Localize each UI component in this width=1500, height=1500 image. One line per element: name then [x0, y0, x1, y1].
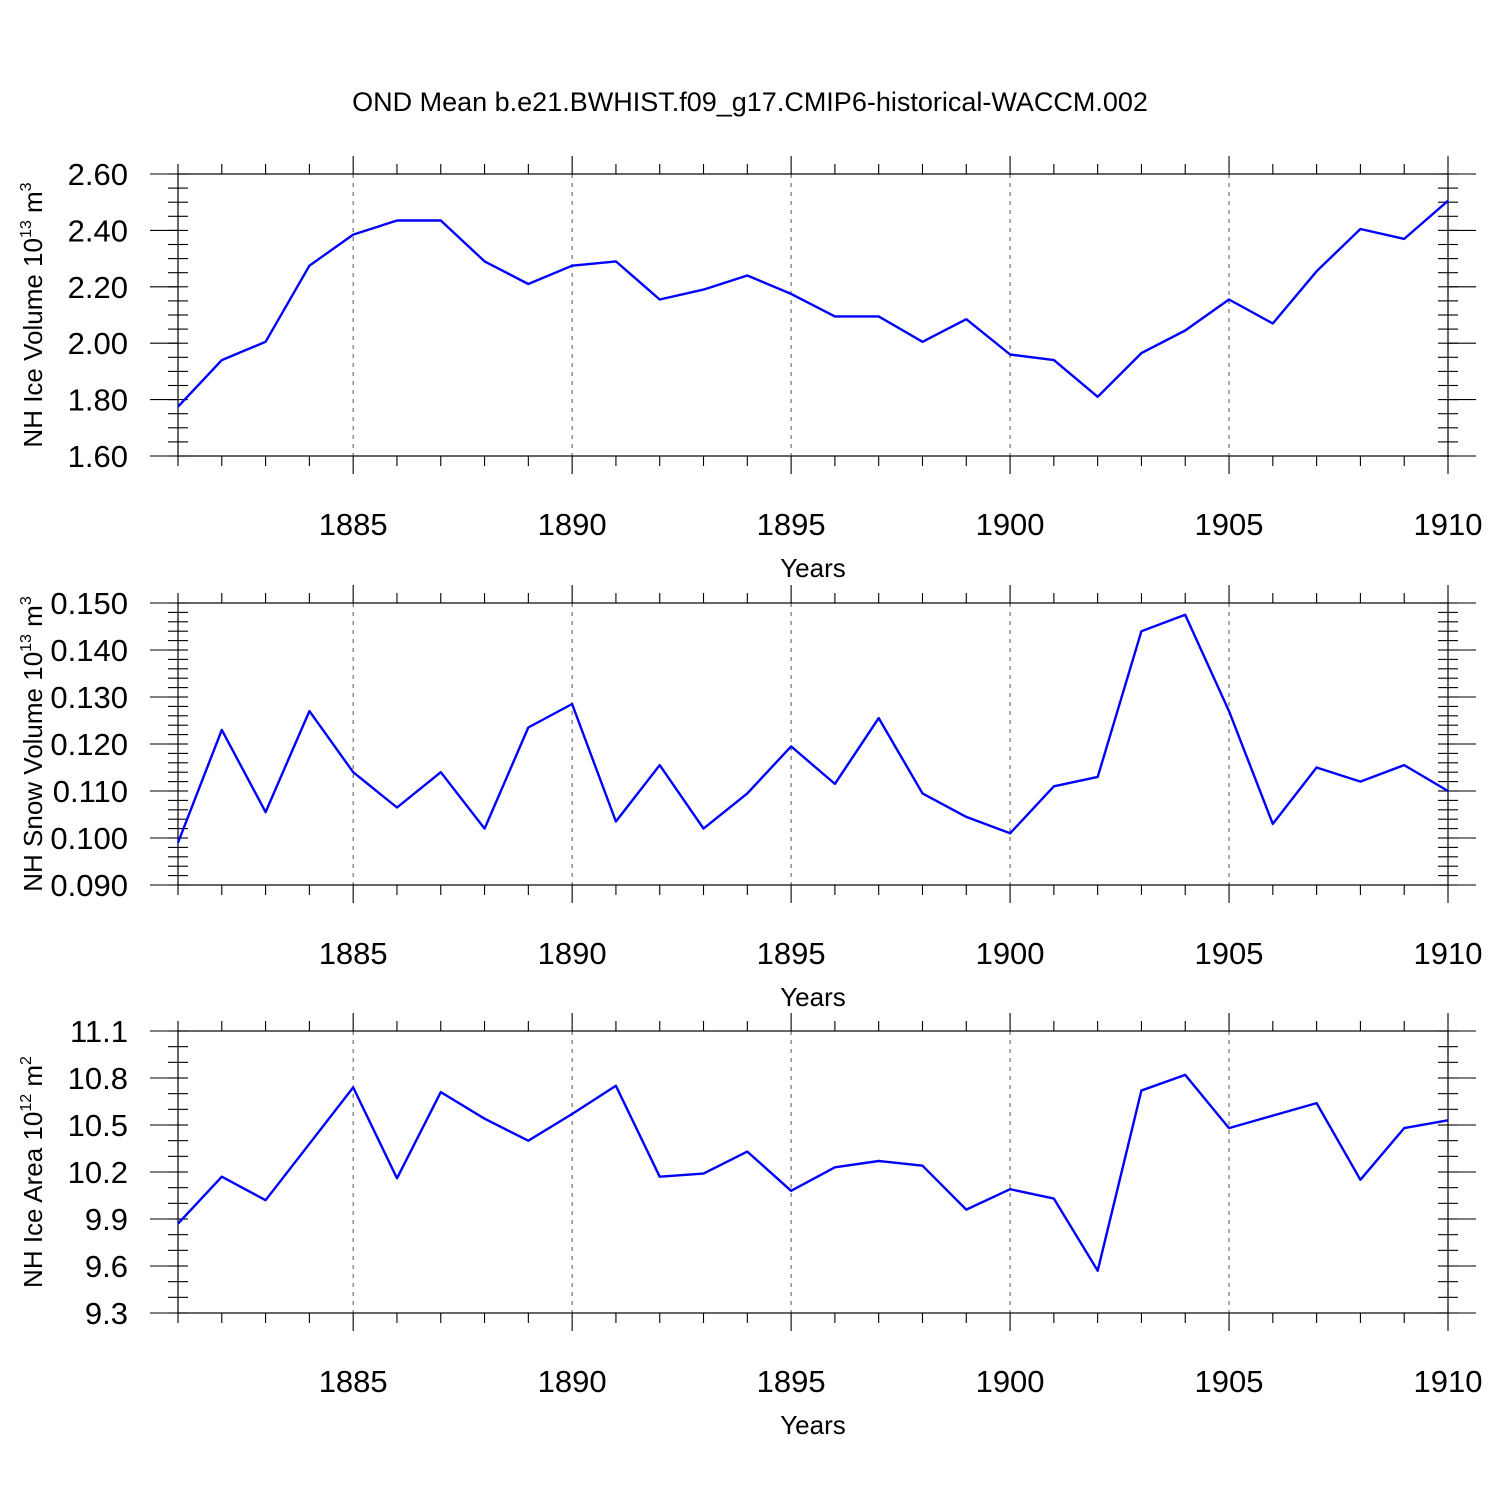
x-axis-label: Years	[780, 982, 846, 1012]
x-tick-label: 1895	[757, 936, 826, 971]
y-axis-label: NH Ice Area 1012 m2	[18, 1056, 48, 1288]
x-tick-label: 1910	[1414, 1364, 1483, 1399]
x-tick-label: 1905	[1195, 936, 1264, 971]
y-tick-label: 9.9	[85, 1202, 128, 1237]
y-axis-label-part: NH Snow Volume 10	[18, 652, 48, 892]
y-axis-label-part: NH Ice Area 10	[18, 1112, 48, 1288]
x-tick-label: 1905	[1195, 1364, 1264, 1399]
y-axis-label-superscript: 13	[18, 220, 35, 238]
y-tick-label: 9.6	[85, 1249, 128, 1284]
series-line	[176, 613, 1449, 844]
y-tick-label: 10.2	[68, 1155, 128, 1190]
y-tick-label: 10.5	[68, 1108, 128, 1143]
y-tick-label: 2.40	[68, 213, 128, 248]
y-tick-label: 10.8	[68, 1061, 128, 1096]
x-tick-label: 1900	[976, 507, 1045, 542]
y-tick-label: 11.1	[70, 1014, 128, 1049]
y-tick-label: 0.110	[53, 774, 128, 809]
panel-2: 1885 1890 1895 1900 1905 1910 0.090 0.100 0.110 0…	[18, 585, 1482, 1012]
y-tick-label: 0.090	[50, 868, 128, 903]
y-axis-label-superscript: 3	[18, 182, 35, 191]
x-tick-label: 1895	[757, 507, 826, 542]
y-tick-label: 0.140	[50, 633, 128, 668]
y-tick-label: 9.3	[85, 1296, 128, 1331]
y-axis-label-part: m	[18, 605, 48, 634]
y-axis-label-part: m	[18, 1065, 48, 1094]
panel-1: 1885 1890 1895 1900 1905 1910 1.60 1.80 2.00 2.20…	[18, 156, 1482, 583]
y-axis-label-part: NH Ice Volume 10	[18, 238, 48, 448]
y-tick-label: 0.100	[50, 821, 128, 856]
y-tick-label: 2.00	[68, 326, 128, 361]
x-axis-label: Years	[780, 553, 846, 583]
y-tick-label: 1.80	[68, 383, 128, 418]
y-axis-label: NH Snow Volume 1013 m3	[18, 596, 48, 892]
y-tick-label: 2.20	[68, 270, 128, 305]
x-tick-label: 1905	[1195, 507, 1264, 542]
y-axis-label-superscript: 3	[18, 596, 35, 605]
y-tick-label: 0.150	[50, 586, 128, 621]
series-line	[177, 1073, 1449, 1272]
x-tick-label: 1890	[538, 936, 607, 971]
y-tick-label: 0.120	[50, 727, 128, 762]
y-axis-label-superscript: 2	[18, 1056, 35, 1065]
x-axis-label: Years	[780, 1410, 846, 1440]
x-tick-label: 1885	[319, 507, 388, 542]
plot-frame	[177, 602, 1449, 886]
y-axis-label: NH Ice Volume 1013 m3	[18, 182, 48, 447]
x-tick-label: 1890	[538, 1364, 607, 1399]
x-tick-label: 1910	[1414, 936, 1483, 971]
y-tick-label: 0.130	[50, 680, 128, 715]
x-tick-label: 1900	[976, 936, 1045, 971]
y-tick-label: 1.60	[68, 439, 128, 474]
y-tick-label: 2.60	[68, 157, 128, 192]
plot-frame	[177, 1030, 1449, 1314]
x-tick-label: 1900	[976, 1364, 1045, 1399]
series-line	[177, 199, 1449, 408]
x-tick-label: 1910	[1414, 507, 1483, 542]
y-axis-label-superscript: 13	[18, 634, 35, 652]
figure-title: OND Mean b.e21.BWHIST.f09_g17.CMIP6-hist…	[352, 87, 1148, 117]
x-tick-label: 1885	[319, 1364, 388, 1399]
x-tick-label: 1885	[319, 936, 388, 971]
panel-3: 1885 1890 1895 1900 1905 1910 9.3 9.6 9.9 10.2 10.…	[18, 1013, 1482, 1440]
y-axis-label-superscript: 12	[18, 1094, 35, 1112]
x-tick-label: 1890	[538, 507, 607, 542]
panels: 1885 1890 1895 1900 1905 1910 1.60 1.80 2.00 2.20…	[18, 156, 1482, 1440]
x-tick-label: 1895	[757, 1364, 826, 1399]
y-axis-label-part: m	[18, 191, 48, 220]
